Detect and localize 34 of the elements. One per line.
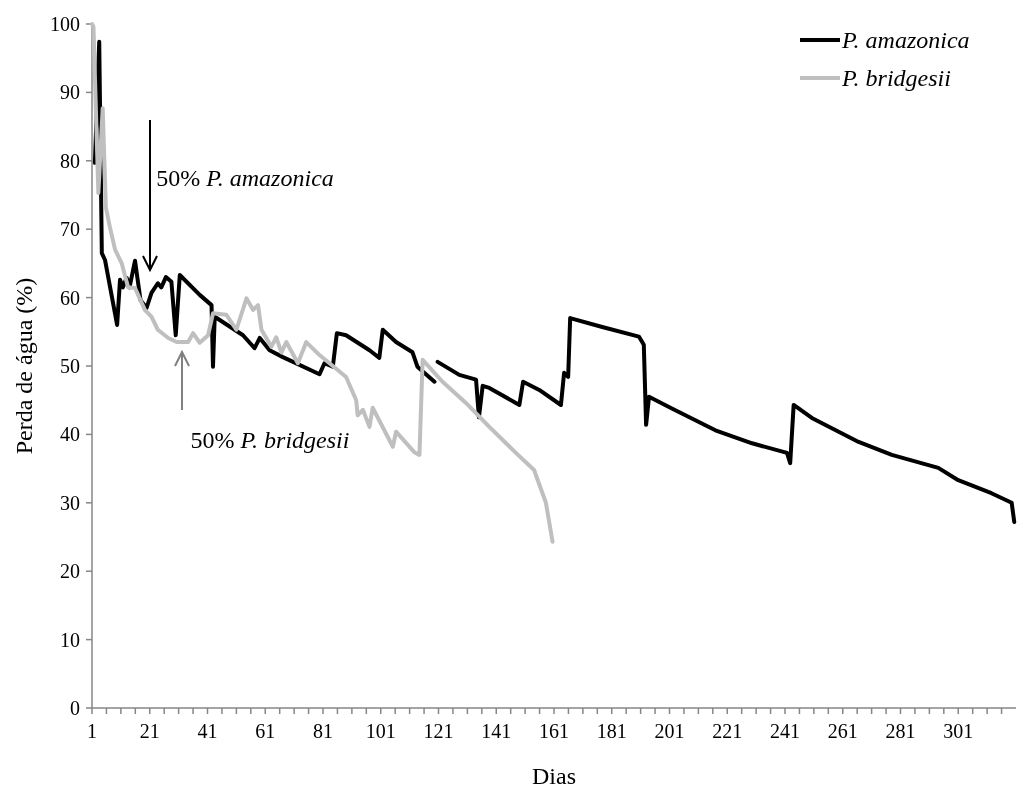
y-tick-label: 40	[60, 423, 80, 446]
legend-label: P. bridgesii	[841, 65, 951, 91]
x-tick-label: 221	[712, 720, 743, 742]
x-tick-label: 141	[481, 720, 512, 742]
legend-label: P. amazonica	[841, 27, 970, 53]
y-tick-label: 60	[60, 286, 80, 309]
x-tick-label: 181	[596, 720, 627, 742]
x-tick-label: 161	[539, 720, 569, 742]
y-tick-label: 30	[60, 491, 80, 514]
line-series	[90, 22, 555, 544]
y-tick-label: 10	[60, 628, 80, 651]
y-tick-label: 50	[60, 355, 80, 377]
x-tick-label: 201	[654, 720, 685, 742]
x-tick-label: 21	[139, 720, 160, 742]
x-tick-label: 281	[885, 720, 916, 742]
x-tick-label: 41	[197, 720, 218, 742]
annotation: 50% P. amazonica	[156, 165, 334, 191]
x-tick-label: 121	[423, 720, 454, 742]
y-tick-label: 100	[50, 13, 80, 35]
x-tick-label: 301	[943, 720, 974, 742]
y-axis-title: Perda de água (%)	[11, 277, 37, 455]
y-tick-label: 70	[60, 218, 80, 241]
y-tick-label: 20	[60, 560, 80, 583]
x-tick-label: 1	[87, 720, 97, 742]
x-tick-label: 61	[255, 720, 276, 742]
x-tick-label: 261	[827, 720, 858, 742]
x-tick-label: 241	[770, 720, 800, 742]
y-tick-label: 0	[70, 697, 80, 719]
x-tick-label: 81	[313, 720, 333, 742]
annotation: 50% P. bridgesii	[190, 427, 350, 453]
x-tick-label: 101	[365, 720, 396, 742]
x-axis-title: Dias	[532, 763, 576, 789]
y-tick-label: 90	[60, 81, 80, 104]
y-tick-label: 80	[60, 149, 80, 172]
